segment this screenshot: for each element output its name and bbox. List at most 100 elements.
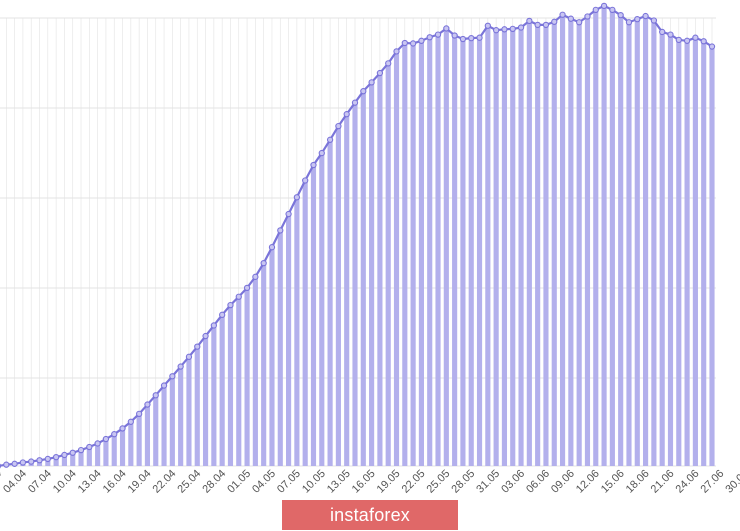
data-point: [0, 463, 2, 469]
bar: [302, 180, 308, 466]
x-tick-label: 07.05: [275, 468, 303, 496]
data-point: [534, 21, 541, 29]
data-point: [144, 401, 151, 408]
data-point: [293, 194, 301, 201]
x-tick-label: 01.04: [0, 468, 4, 496]
bar: [618, 15, 624, 466]
data-point: [44, 455, 51, 463]
bar: [95, 443, 101, 466]
bar: [452, 35, 458, 466]
data-point: [468, 34, 475, 42]
bar: [128, 421, 134, 466]
bar: [86, 446, 92, 466]
x-tick-label: 25.04: [175, 468, 203, 496]
bar: [161, 385, 167, 466]
data-point: [675, 36, 682, 44]
x-tick-label: 12.06: [574, 468, 602, 496]
bar: [310, 164, 317, 467]
bar: [643, 16, 649, 466]
data-point: [135, 410, 143, 417]
data-point: [559, 11, 566, 18]
bar: [667, 34, 674, 466]
x-tick-label: 10.04: [51, 468, 79, 496]
data-point: [343, 111, 350, 118]
data-point: [52, 454, 60, 461]
data-point: [36, 457, 43, 464]
bar: [327, 139, 333, 466]
bar: [344, 114, 350, 466]
bar: [402, 43, 408, 466]
data-point: [185, 353, 193, 360]
x-tick-label: 16.05: [350, 468, 378, 496]
data-point: [625, 19, 633, 26]
bar: [485, 25, 491, 466]
data-point: [700, 38, 707, 45]
bar: [543, 24, 549, 466]
bar: [186, 356, 192, 466]
x-tick-label: 19.05: [375, 468, 403, 496]
bar: [510, 28, 516, 466]
data-point: [360, 88, 367, 95]
data-point: [434, 31, 442, 38]
data-point: [443, 25, 450, 32]
data-point: [592, 6, 599, 14]
bar: [701, 41, 707, 466]
bar: [178, 366, 184, 466]
data-point: [28, 458, 35, 465]
bar: [427, 37, 433, 466]
data-point: [451, 32, 458, 39]
bar: [418, 40, 424, 467]
data-point: [409, 40, 417, 47]
data-point: [268, 244, 276, 251]
bar: [559, 14, 566, 467]
bar: [286, 214, 292, 466]
data-point: [692, 34, 699, 41]
data-point: [260, 259, 267, 267]
bar: [584, 16, 591, 467]
bar: [568, 18, 574, 467]
x-axis-tick-labels: 01.0404.0407.0410.0413.0416.0419.0422.04…: [0, 468, 740, 496]
data-point: [177, 363, 184, 370]
data-point: [335, 122, 342, 130]
x-tick-label: 06.06: [524, 468, 552, 496]
data-point: [617, 12, 624, 19]
x-tick-label: 28.04: [200, 468, 228, 496]
x-tick-label: 30.06: [723, 468, 740, 496]
bar: [111, 434, 117, 466]
data-point: [119, 425, 126, 432]
data-point: [61, 451, 68, 459]
bar: [269, 247, 275, 466]
data-point: [219, 311, 226, 318]
point-markers: [0, 2, 716, 469]
data-point: [252, 273, 259, 280]
data-point: [227, 301, 234, 309]
bar: [252, 276, 258, 466]
bar-series: [3, 5, 715, 467]
x-tick-label: 21.06: [649, 468, 677, 496]
data-point: [484, 22, 491, 29]
bar: [294, 197, 300, 466]
bar: [410, 43, 416, 467]
bar: [227, 305, 234, 466]
bar: [369, 82, 375, 467]
bar: [53, 457, 59, 466]
bar: [277, 230, 283, 466]
data-point: [517, 24, 525, 31]
data-point: [418, 37, 425, 44]
data-point: [609, 6, 616, 14]
data-point: [542, 21, 550, 29]
data-point: [642, 12, 649, 20]
bar: [211, 325, 217, 466]
bar: [692, 37, 698, 467]
bar: [352, 102, 358, 467]
data-point: [683, 37, 691, 44]
data-point: [492, 27, 500, 34]
data-point: [202, 332, 209, 340]
data-point: [94, 440, 101, 447]
bar: [153, 395, 159, 466]
bar: [144, 404, 151, 466]
bar: [236, 296, 242, 466]
data-point: [376, 69, 384, 77]
